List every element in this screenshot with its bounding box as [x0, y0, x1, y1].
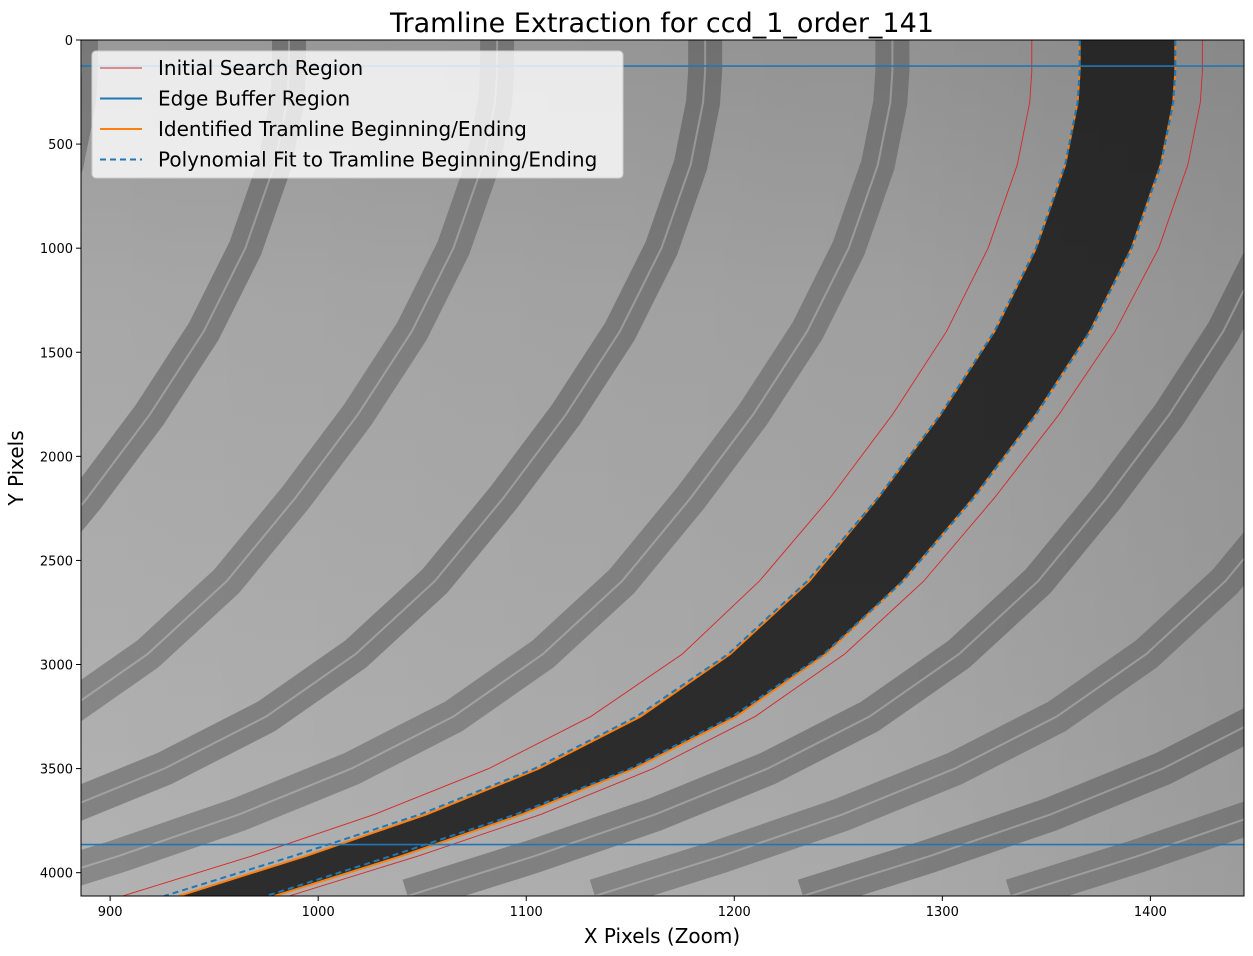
x-axis-label: X Pixels (Zoom) — [584, 924, 740, 948]
background-band — [402, 251, 1244, 896]
x-tick-label: 1200 — [718, 905, 751, 920]
y-tick-label: 3000 — [40, 659, 73, 674]
series-line-4 — [163, 40, 1081, 896]
background-band — [81, 40, 723, 821]
background-band-edge — [81, 40, 894, 869]
background-band-edge — [802, 726, 1244, 896]
tramline-bands — [81, 40, 1244, 896]
x-axis: 900 1000 1100 1200 1300 1400 — [98, 896, 1167, 920]
y-tick-label: 2000 — [40, 450, 73, 465]
legend-label-2: Identified Tramline Beginning/Ending — [158, 117, 527, 141]
series-line-1 — [288, 40, 1203, 896]
background-band — [81, 40, 910, 886]
y-tick-label: 3500 — [40, 763, 73, 778]
legend-label-3: Polynomial Fit to Tramline Beginning/End… — [158, 148, 597, 172]
y-tick-label: 500 — [48, 138, 73, 153]
y-tick-label: 1500 — [40, 346, 73, 361]
background-band-edge — [81, 40, 707, 804]
plot-frame — [80, 39, 1245, 897]
background-band — [589, 531, 1244, 896]
series-line-0 — [122, 40, 1033, 896]
background-band-edge — [594, 556, 1244, 896]
legend-label-1: Edge Buffer Region — [158, 87, 350, 111]
x-tick-label: 1100 — [510, 905, 543, 920]
y-tick-label: 0 — [65, 34, 73, 49]
series-layer — [81, 40, 1244, 896]
chart-title: Tramline Extraction for ccd_1_order_141 — [389, 8, 934, 39]
y-tick-label: 1000 — [40, 242, 73, 257]
x-tick-label: 1300 — [926, 905, 959, 920]
tramline-band — [178, 40, 1176, 896]
y-axis-label: Y Pixels — [4, 430, 28, 506]
series-line-5 — [265, 40, 1177, 896]
x-tick-label: 1400 — [1134, 905, 1167, 920]
x-tick-label: 900 — [98, 905, 123, 920]
y-axis: 0 500 1000 1500 2000 2500 3000 3500 4000 — [40, 34, 81, 882]
background-band — [797, 708, 1244, 896]
background-band-edge — [407, 287, 1244, 896]
legend-box — [91, 50, 624, 179]
y-tick-label: 2500 — [40, 554, 73, 569]
legend: Initial Search Region Edge Buffer Region I… — [91, 50, 624, 179]
legend-label-0: Initial Search Region — [158, 56, 363, 80]
y-tick-label: 4000 — [40, 867, 73, 882]
x-tick-label: 1000 — [302, 905, 335, 920]
plot-area — [81, 40, 1244, 896]
